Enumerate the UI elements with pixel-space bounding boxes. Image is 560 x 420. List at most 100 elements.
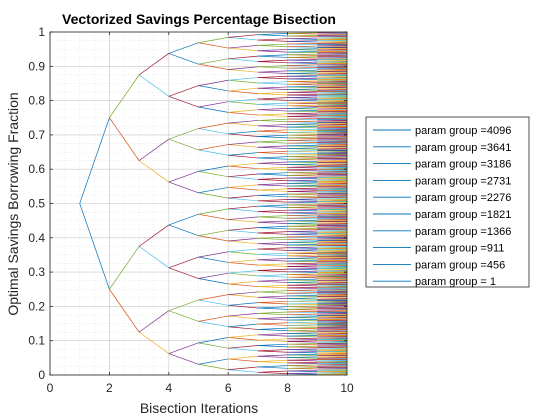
series-segment (258, 201, 288, 202)
series-segment (169, 86, 199, 97)
series-segment (228, 238, 258, 241)
series-segment (258, 87, 288, 88)
series-segment (228, 313, 258, 316)
series-segment (258, 108, 288, 109)
series-segment (258, 360, 288, 361)
series-segment (258, 258, 288, 259)
series-segment (199, 128, 229, 133)
series-segment (258, 319, 288, 320)
series-segment (139, 75, 169, 96)
series-segment (258, 324, 288, 325)
series-segment (288, 105, 318, 106)
series-segment (288, 335, 318, 336)
series-segment (288, 277, 318, 278)
series-segment (169, 225, 199, 236)
series-segment (228, 177, 258, 180)
series-segment (288, 279, 318, 280)
series-segment (228, 262, 258, 265)
series-segment (109, 75, 139, 118)
series-segment (288, 89, 318, 90)
series-segment (258, 270, 288, 271)
series-segment (288, 365, 318, 366)
series-segment (288, 180, 318, 181)
series-segment (288, 244, 318, 245)
series-segment (288, 35, 318, 36)
y-tick-label: 1 (38, 25, 45, 39)
series-segment (288, 140, 318, 141)
series-segment (288, 33, 318, 34)
series-segment (288, 236, 318, 237)
series-segment (288, 76, 318, 77)
series-segment (258, 157, 288, 158)
series-segment (139, 161, 169, 182)
series-segment (258, 94, 288, 95)
y-axis-label: Optimal Savings Borrowing Fraction (5, 92, 21, 315)
series-segment (258, 174, 288, 175)
series-segment (228, 303, 258, 306)
series-segment (288, 143, 318, 144)
series-segment (288, 38, 318, 39)
series-segment (258, 147, 288, 148)
series-segment (139, 311, 169, 332)
series-segment (228, 316, 258, 319)
series-segment (288, 86, 318, 87)
series-segment (288, 210, 318, 211)
series-segment (288, 196, 318, 197)
series-segment (288, 362, 318, 363)
series-segment (139, 139, 169, 160)
series-segment (139, 246, 169, 267)
series-segment (288, 175, 318, 176)
series-segment (288, 41, 318, 42)
series-segment (288, 250, 318, 251)
series-segment (288, 201, 318, 202)
series-segment (258, 130, 288, 131)
series-segment (228, 88, 258, 91)
series-segment (258, 120, 288, 121)
series-segment (288, 100, 318, 101)
series-segment (228, 142, 258, 145)
series-segment (288, 220, 318, 221)
series-segment (258, 339, 288, 340)
series-segment (288, 151, 318, 152)
series-segment (288, 172, 318, 173)
series-segment (288, 73, 318, 74)
series-segment (169, 171, 199, 182)
y-tick-label: 0.9 (28, 59, 45, 73)
series-segment (288, 62, 318, 63)
series-segment (288, 268, 318, 269)
series-segment (258, 276, 288, 277)
y-tick-label: 0 (38, 368, 45, 382)
y-tick-label: 0.6 (28, 162, 45, 176)
series-segment (288, 185, 318, 186)
series-segment (288, 330, 318, 331)
series-segment (288, 193, 318, 194)
series-segment (288, 129, 318, 130)
series-segment (288, 327, 318, 328)
series-segment (258, 45, 288, 46)
series-segment (199, 150, 229, 155)
y-tick-label: 0.4 (28, 231, 45, 245)
series-segment (199, 230, 229, 235)
series-segment (258, 285, 288, 286)
series-segment (288, 51, 318, 52)
series-segment (258, 55, 288, 56)
series-segment (199, 300, 229, 305)
series-segment (288, 271, 318, 272)
series-segment (288, 59, 318, 60)
y-tick-label: 0.7 (28, 128, 45, 142)
series-segment (169, 96, 199, 107)
y-tick-label: 0.1 (28, 334, 45, 348)
legend-label: param group =4096 (415, 125, 511, 137)
x-tick-label: 6 (225, 381, 232, 395)
series-segment (288, 360, 318, 361)
series-segment (258, 351, 288, 352)
series-segment (199, 273, 229, 278)
legend-label: param group =1366 (415, 226, 511, 238)
series-segment (199, 102, 229, 107)
series-segment (288, 218, 318, 219)
series-segment (258, 162, 288, 163)
series-segment (288, 226, 318, 227)
series-segment (258, 297, 288, 298)
series-segment (288, 65, 318, 66)
